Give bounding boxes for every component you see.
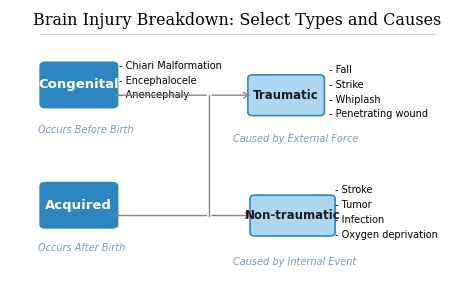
Text: Occurs After Birth: Occurs After Birth bbox=[38, 243, 126, 253]
FancyBboxPatch shape bbox=[39, 182, 118, 229]
FancyBboxPatch shape bbox=[248, 75, 324, 116]
Text: Caused by Internal Event: Caused by Internal Event bbox=[233, 257, 356, 268]
Text: Caused by External Force: Caused by External Force bbox=[233, 134, 358, 144]
Text: Acquired: Acquired bbox=[46, 199, 112, 212]
Text: - Fall
- Strike
- Whiplash
- Penetrating wound: - Fall - Strike - Whiplash - Penetrating… bbox=[329, 65, 428, 120]
FancyBboxPatch shape bbox=[250, 195, 335, 236]
Text: - Stroke
- Tumor
- Infection
- Oxygen deprivation: - Stroke - Tumor - Infection - Oxygen de… bbox=[335, 185, 438, 240]
Text: Occurs Before Birth: Occurs Before Birth bbox=[38, 125, 134, 135]
Text: Brain Injury Breakdown: Select Types and Causes: Brain Injury Breakdown: Select Types and… bbox=[33, 12, 441, 29]
Text: Congenital: Congenital bbox=[38, 78, 119, 91]
Text: - Chiari Malformation
- Encephalocele
- Anencephaly: - Chiari Malformation - Encephalocele - … bbox=[119, 61, 222, 100]
Text: Non-traumatic: Non-traumatic bbox=[245, 209, 340, 222]
Text: Traumatic: Traumatic bbox=[253, 89, 319, 102]
FancyBboxPatch shape bbox=[39, 62, 118, 109]
